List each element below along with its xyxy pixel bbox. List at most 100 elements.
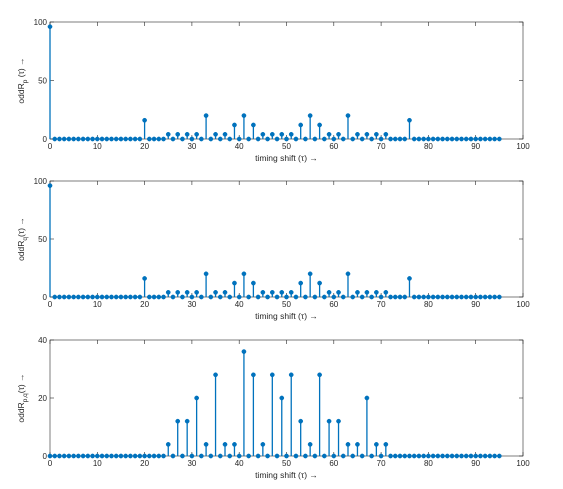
stem-marker (444, 453, 450, 459)
stem-marker (146, 294, 152, 300)
stem-marker (203, 442, 209, 447)
stem-marker (251, 280, 256, 286)
y-axis-label-subscript: p,q (22, 393, 29, 402)
x-tick-label: 100 (516, 459, 530, 468)
stem-marker (355, 442, 360, 447)
stem-marker (61, 294, 67, 300)
x-axis-label: timing shift (τ) → (255, 153, 318, 163)
stem-marker (303, 294, 308, 300)
stem-marker (109, 294, 114, 300)
stem-marker (265, 136, 270, 142)
stem-marker (407, 117, 412, 123)
stem-marker (497, 136, 502, 142)
stem-marker (180, 453, 185, 459)
stem-marker (326, 131, 332, 137)
stem-marker (57, 136, 62, 142)
stem-marker (397, 136, 403, 142)
stem-marker (184, 131, 190, 137)
stem-marker (175, 131, 181, 137)
stem-marker (269, 131, 275, 137)
stem-marker (473, 136, 479, 142)
stem-marker (449, 294, 455, 300)
stem-marker (392, 136, 398, 142)
y-tick-label: 20 (38, 394, 47, 403)
stem-marker (104, 453, 110, 459)
stem-marker (255, 294, 261, 300)
stem-marker (142, 117, 147, 123)
stem-marker (317, 372, 322, 378)
stem-marker (213, 372, 218, 378)
stem-marker (80, 136, 86, 142)
stem-marker (146, 453, 152, 459)
stem-marker (94, 294, 100, 300)
stem-marker (444, 136, 450, 142)
stem-marker (123, 453, 129, 459)
stem-marker (293, 136, 299, 142)
stem-marker (246, 136, 252, 142)
stem-marker (236, 294, 242, 300)
stem-marker (199, 453, 204, 459)
stem-marker (487, 453, 493, 459)
stem-series (47, 349, 502, 459)
stem-marker (359, 294, 365, 300)
stem-marker (492, 136, 497, 142)
stem-marker (128, 136, 133, 142)
stem-marker (454, 453, 460, 459)
stem-marker (217, 294, 223, 300)
stem-marker (492, 294, 497, 300)
stem-marker (336, 418, 341, 424)
stem-marker (227, 136, 233, 142)
stem-marker (288, 131, 294, 137)
stem-marker (430, 453, 436, 459)
stem-marker (473, 453, 479, 459)
stem-marker (312, 294, 318, 300)
stem-marker (94, 453, 100, 459)
x-tick-label: 60 (329, 459, 338, 468)
stem-marker (317, 122, 322, 128)
stem-marker (90, 453, 95, 459)
stem-marker (364, 290, 370, 295)
stem-marker (430, 136, 436, 142)
stem-marker (227, 294, 233, 300)
stem-marker (161, 453, 166, 459)
subplot-1: 0 10 20 30 40 50 60 70 80 90 100 0 50 100 timing shift… (16, 18, 530, 163)
stem-marker (132, 136, 138, 142)
stem-marker (345, 113, 351, 118)
y-axis-label-main: oddR (16, 241, 26, 261)
x-tick-label: 0 (48, 300, 53, 309)
stem-marker (99, 136, 105, 142)
stem-marker (321, 294, 327, 300)
stem-marker (142, 276, 147, 281)
stem-marker (222, 131, 228, 137)
stem-marker (468, 136, 474, 142)
stem-marker (284, 294, 289, 300)
stem-marker (151, 453, 157, 459)
stem-marker (440, 136, 445, 142)
stem-marker (246, 294, 252, 300)
stem-marker (487, 136, 493, 142)
subplot-2: 0 10 20 30 40 50 60 70 80 90 100 0 50 100 timing shift… (16, 177, 530, 321)
stem-marker (435, 453, 441, 459)
stem-marker (255, 453, 261, 459)
stem-marker (312, 136, 318, 142)
x-tick-label: 20 (140, 300, 149, 309)
stem-marker (388, 453, 393, 459)
stem-series (47, 183, 502, 300)
stem-marker (463, 136, 469, 142)
stem-marker (241, 271, 247, 277)
stem-marker (146, 136, 152, 142)
stem-marker (336, 290, 341, 295)
stem-marker (321, 453, 327, 459)
stem-marker (340, 453, 346, 459)
x-tick-label: 90 (471, 142, 480, 151)
stem-marker (80, 294, 86, 300)
stem-marker (194, 290, 199, 295)
x-tick-label: 10 (93, 459, 102, 468)
stem-marker (213, 290, 218, 295)
stem-marker (208, 453, 214, 459)
stem-marker (132, 294, 138, 300)
stem-marker (66, 294, 72, 300)
stem-marker (246, 453, 252, 459)
x-tick-label: 40 (235, 459, 244, 468)
